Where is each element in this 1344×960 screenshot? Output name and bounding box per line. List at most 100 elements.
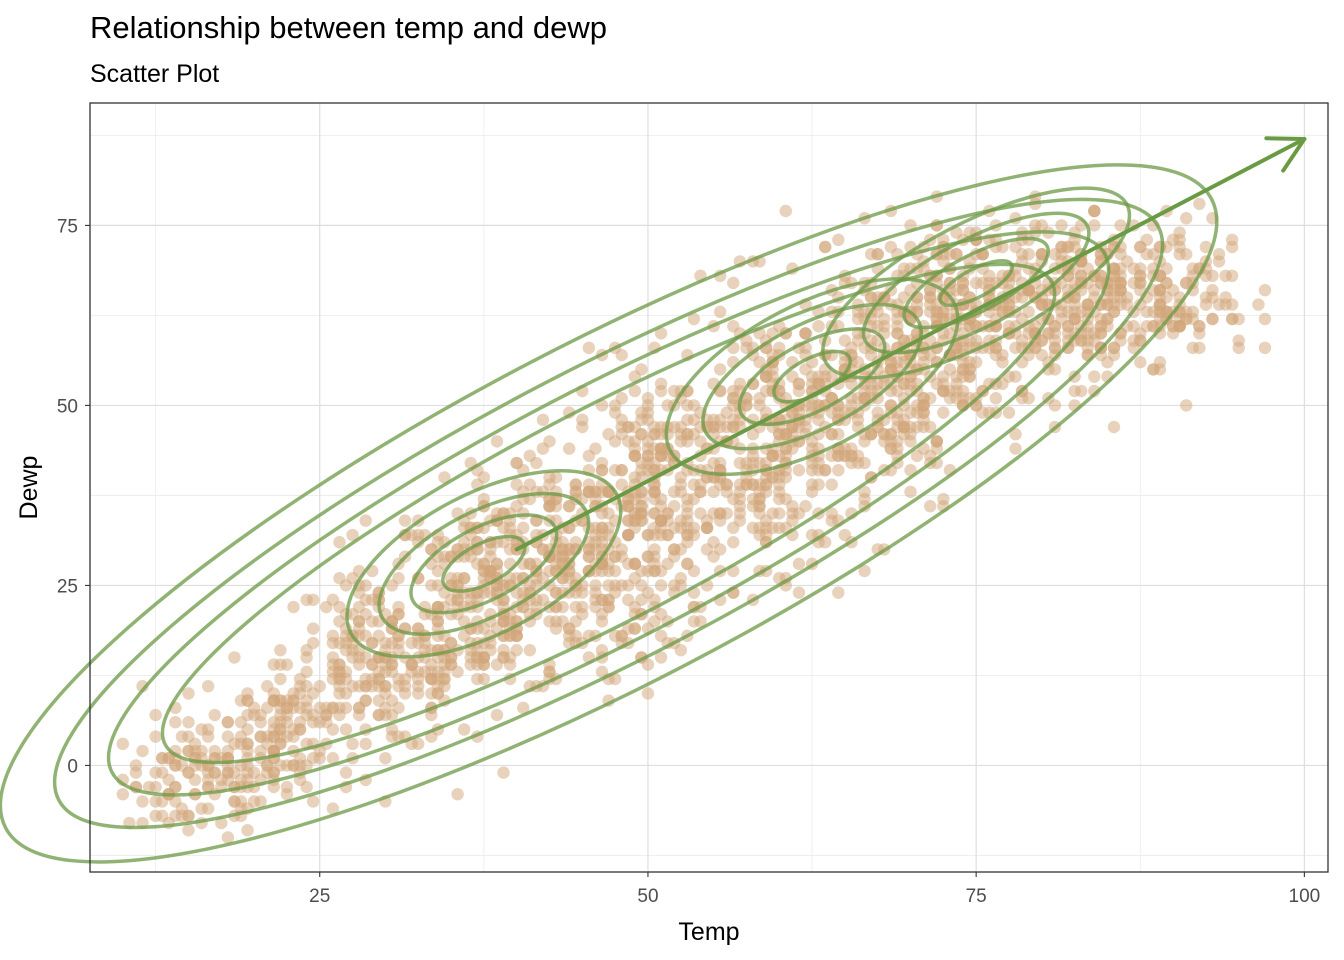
scatter-point [385,658,399,671]
scatter-point [681,507,694,520]
scatter-point [247,766,261,779]
scatter-point [773,521,786,535]
scatter-point [635,464,648,477]
scatter-point [326,651,340,664]
scatter-point [864,248,878,261]
scatter-point [556,600,569,614]
y-tick-label: 0 [67,756,78,777]
scatter-point [832,464,845,477]
scatter-point [733,507,747,520]
scatter-point [339,701,353,715]
scatter-point [562,500,576,513]
scatter-point [385,708,399,722]
scatter-point [523,644,536,657]
scatter-point [897,291,911,304]
scatter-point [339,766,353,779]
scatter-point [805,485,819,499]
scatter-point [182,716,195,729]
scatter-point [326,723,340,736]
panel-border [89,102,1329,873]
scatter-point [779,442,793,455]
scatter-point [746,521,760,535]
scatter-point [602,600,615,614]
scatter-point [201,730,215,743]
scatter-point [182,687,195,700]
scatter-point [1101,312,1114,326]
scatter-point [490,708,504,722]
scatter-point [215,816,228,830]
scatter-point [989,348,1003,362]
scatter-point [674,543,687,556]
scatter-point [182,809,195,823]
scatter-point [201,802,215,815]
scatter-point [352,708,366,722]
scatter-point [1055,219,1068,232]
scatter-point [766,507,779,520]
scatter-point [1180,212,1193,225]
scatter-point [773,341,786,355]
scatter-point [346,737,359,751]
scatter-point [910,449,924,463]
scatter-point [700,521,714,535]
scatter-point [937,384,950,398]
scatter-point [228,651,241,664]
scatter-point [608,464,622,477]
scatter-point [569,615,582,628]
scatter-point [687,413,701,427]
scatter-point [457,615,471,628]
scatter-point [497,766,510,779]
scatter-point [654,651,668,664]
y-tick-label: 75 [57,216,78,237]
scatter-point [707,420,720,434]
scatter-point [1107,420,1121,434]
scatter-point [641,586,655,599]
scatter-point [786,500,799,513]
scatter-point [280,780,294,794]
scatter-point [924,449,937,463]
scatter-point [622,528,635,542]
scatter-point [1022,305,1035,319]
scatter-point [871,320,884,333]
scatter-point [674,471,687,484]
scatter-point [989,377,1003,391]
scatter-point [1048,363,1062,376]
density-contour [160,262,1057,765]
scatter-point [313,680,326,693]
scatter-point [1022,248,1035,261]
scatter-point [562,629,576,643]
scatter-point [740,334,753,347]
scatter-point [1107,276,1121,290]
scatter-point [425,579,438,592]
scatter-point [622,593,635,607]
scatter-point [608,629,622,643]
scatter-point [169,716,182,729]
scatter-point [904,420,917,434]
density-contour [737,327,887,427]
scatter-point [1225,269,1239,283]
scatter-point [825,428,838,441]
scatter-point [779,428,793,441]
scatter-point [635,564,648,578]
scatter-point [523,478,536,491]
scatter-point [1002,406,1016,419]
scatter-point [602,564,615,578]
scatter-point [917,406,930,419]
scatter-point [562,442,576,455]
scatter-point [438,550,451,563]
scatter-point [497,651,510,664]
chart-title: Relationship between temp and dewp [90,10,608,45]
scatter-point [1166,320,1180,333]
scatter-point [1035,298,1049,311]
scatter-point [668,579,681,592]
scatter-point [937,370,950,383]
scatter-point [641,658,655,671]
chart-subtitle: Scatter Plot [90,60,220,88]
scatter-point [300,780,313,794]
scatter-point [1114,219,1127,232]
scatter-point [1009,370,1022,383]
scatter-point [543,665,556,679]
scatter-point [668,485,681,499]
scatter-point [602,507,615,520]
scatter-point [149,730,162,743]
scatter-point [385,579,399,592]
